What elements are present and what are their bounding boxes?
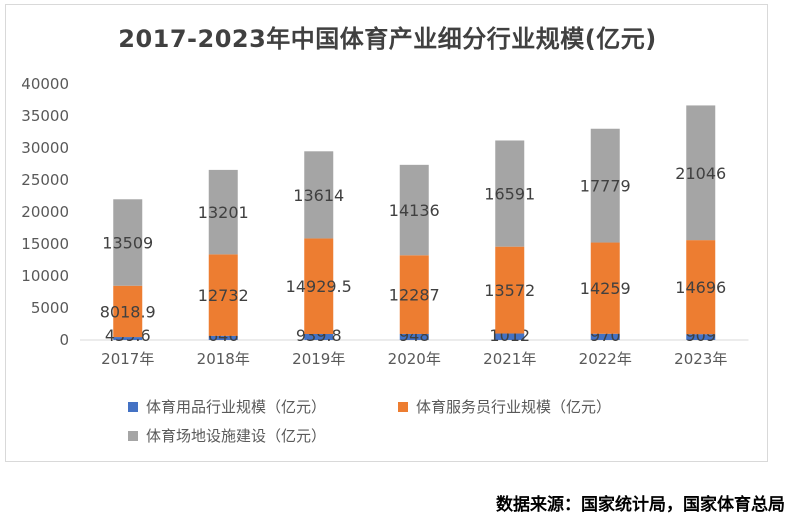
- legend-label-sporting-goods: 体育用品行业规模（亿元）: [146, 398, 327, 416]
- data-label: 14136: [389, 201, 440, 220]
- bar-segment-0: [686, 334, 716, 340]
- y-tick-label: 35000: [21, 107, 69, 125]
- bar-segment-0: [208, 335, 238, 340]
- bar-segment-1: [686, 240, 716, 335]
- data-label: 16591: [484, 185, 535, 204]
- data-label: 21046: [675, 164, 726, 183]
- bar-segment-2: [399, 164, 429, 256]
- bar-segment-1: [304, 238, 334, 334]
- legend-item-sporting-goods: 体育用品行业规模（亿元）: [128, 396, 326, 417]
- bar-segment-0: [304, 333, 334, 340]
- y-tick-label: 30000: [21, 139, 69, 157]
- data-label: 14929.5: [286, 277, 352, 296]
- bar-segment-0: [590, 333, 620, 340]
- y-tick-label: 0: [59, 331, 69, 349]
- data-label: 12287: [389, 286, 440, 305]
- legend-label-sports-services: 体育服务员行业规模（亿元）: [416, 398, 612, 416]
- bar-segment-0: [399, 333, 429, 340]
- x-tick-label: 2019年: [292, 350, 345, 368]
- bar-segment-1: [399, 255, 429, 334]
- legend-item-venue-construction: 体育场地设施建设（亿元）: [128, 425, 326, 446]
- bar-segment-1: [495, 246, 525, 334]
- x-tick-label: 2022年: [579, 350, 632, 368]
- bar-segment-2: [113, 199, 143, 286]
- chart-title: 2017-2023年中国体育产业细分行业规模(亿元): [118, 25, 657, 53]
- data-label: 13572: [484, 281, 535, 300]
- data-label: 13201: [198, 203, 249, 222]
- bar-segment-1: [113, 285, 143, 338]
- bar-segment-2: [495, 140, 525, 247]
- x-tick-label: 2018年: [197, 350, 250, 368]
- data-label: 14696: [675, 278, 726, 297]
- data-label: 13614: [293, 186, 344, 205]
- data-label: 17779: [580, 177, 631, 196]
- x-tick-label: 2017年: [101, 350, 154, 368]
- bar-segment-2: [590, 128, 620, 243]
- y-tick-label: 10000: [21, 267, 69, 285]
- legend-swatch-sports-services: [398, 401, 408, 412]
- legend-swatch-venue-construction: [128, 430, 138, 441]
- bar-segment-2: [208, 169, 238, 255]
- bar-segment-0: [113, 337, 143, 340]
- legend-label-venue-construction: 体育场地设施建设（亿元）: [146, 427, 327, 445]
- data-label: 13509: [102, 234, 153, 253]
- x-tick-label: 2021年: [483, 350, 536, 368]
- bar-segment-1: [208, 254, 238, 336]
- legend-swatch-sporting-goods: [128, 401, 138, 412]
- y-tick-label: 40000: [21, 75, 69, 93]
- bar-segment-1: [590, 242, 620, 334]
- bar-segment-0: [495, 333, 525, 340]
- data-label: 8018.9: [100, 302, 156, 321]
- y-tick-label: 5000: [31, 299, 69, 317]
- x-tick-label: 2023年: [674, 350, 727, 368]
- bar-segment-2: [686, 105, 716, 241]
- bar-segment-2: [304, 151, 334, 239]
- y-tick-label: 20000: [21, 203, 69, 221]
- legend-item-sports-services: 体育服务员行业规模（亿元）: [398, 396, 611, 417]
- x-tick-label: 2020年: [388, 350, 441, 368]
- y-tick-label: 15000: [21, 235, 69, 253]
- source-note: 数据来源：国家统计局，国家体育总局: [496, 495, 785, 515]
- data-label: 12732: [198, 286, 249, 305]
- data-label: 14259: [580, 279, 631, 298]
- y-tick-label: 25000: [21, 171, 69, 189]
